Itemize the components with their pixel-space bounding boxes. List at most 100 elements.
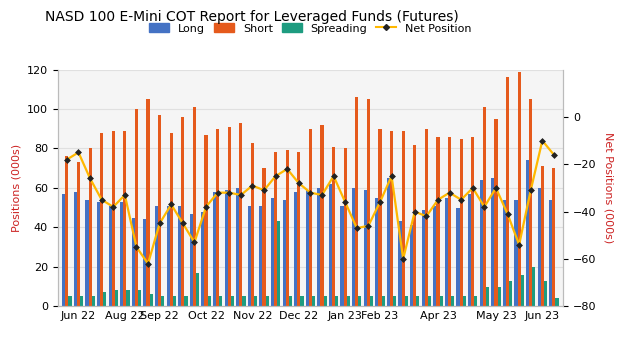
Bar [387, 178, 390, 306]
Bar [448, 137, 451, 306]
Bar [538, 188, 541, 306]
Bar [77, 162, 80, 306]
Net Position [515, 243, 523, 247]
Bar [282, 200, 285, 306]
Bar [515, 200, 518, 306]
Net Position [527, 188, 534, 192]
Bar [509, 280, 512, 306]
Bar [404, 296, 408, 306]
Net Position [86, 176, 94, 181]
Net Position [284, 167, 291, 171]
Bar [100, 133, 103, 306]
Bar [161, 296, 164, 306]
Bar [68, 296, 72, 306]
Bar [381, 296, 385, 306]
Bar [324, 296, 326, 306]
Bar [228, 127, 231, 306]
Bar [309, 129, 312, 306]
Text: NASD 100 E-Mini COT Report for Leveraged Funds (Futures): NASD 100 E-Mini COT Report for Leveraged… [45, 10, 458, 24]
Bar [97, 202, 100, 306]
Bar [518, 72, 521, 306]
Bar [552, 168, 556, 306]
Bar [289, 296, 292, 306]
Bar [248, 206, 251, 306]
Bar [285, 150, 289, 306]
Bar [460, 139, 463, 306]
Net Position [202, 205, 210, 209]
Bar [266, 296, 269, 306]
Net Position [144, 262, 152, 266]
Bar [259, 206, 262, 306]
Bar [521, 275, 524, 306]
Net Position [191, 240, 198, 244]
Net Position [98, 198, 106, 202]
Bar [213, 192, 216, 306]
Bar [417, 296, 419, 306]
Bar [445, 198, 448, 306]
Net Position [295, 181, 303, 185]
Bar [216, 129, 219, 306]
Bar [344, 149, 347, 306]
Bar [300, 296, 303, 306]
Bar [451, 296, 454, 306]
Bar [471, 137, 474, 306]
Bar [202, 212, 204, 306]
Y-axis label: Net Positions (000s): Net Positions (000s) [603, 132, 613, 244]
Bar [143, 220, 147, 306]
Bar [207, 296, 211, 306]
Net Position [399, 257, 407, 261]
Bar [486, 286, 489, 306]
Bar [468, 194, 471, 306]
Net Position [434, 198, 442, 202]
Bar [413, 144, 417, 306]
Bar [277, 221, 280, 306]
Y-axis label: Positions (000s): Positions (000s) [11, 144, 21, 232]
Net Position [538, 139, 546, 143]
Bar [178, 206, 181, 306]
Bar [297, 152, 300, 306]
Bar [312, 296, 315, 306]
Bar [306, 190, 309, 306]
Net Position [492, 186, 500, 190]
Bar [225, 190, 228, 306]
Bar [340, 206, 344, 306]
Bar [109, 206, 112, 306]
Bar [254, 296, 257, 306]
Bar [503, 200, 506, 306]
Net Position [353, 226, 360, 230]
Bar [492, 178, 494, 306]
Bar [433, 206, 436, 306]
Net Position [75, 150, 83, 155]
Bar [204, 135, 207, 306]
Bar [147, 99, 150, 306]
Bar [196, 273, 199, 306]
Bar [262, 168, 266, 306]
Bar [132, 218, 135, 306]
Bar [352, 188, 355, 306]
Bar [271, 198, 274, 306]
Bar [355, 97, 358, 306]
Net Position [260, 188, 268, 192]
Bar [243, 296, 246, 306]
Net Position [376, 200, 384, 204]
Net Position [63, 157, 70, 161]
Bar [219, 296, 222, 306]
Net Position [132, 245, 140, 249]
Bar [92, 296, 95, 306]
Net Position [156, 221, 163, 226]
Bar [375, 198, 378, 306]
Bar [138, 291, 141, 306]
Net Position [272, 174, 280, 178]
Bar [335, 296, 339, 306]
Bar [494, 119, 497, 306]
Bar [463, 296, 466, 306]
Bar [85, 200, 88, 306]
Net Position [445, 191, 453, 195]
Bar [399, 221, 402, 306]
Bar [529, 99, 532, 306]
Net Position [225, 191, 233, 195]
Bar [378, 129, 381, 306]
Bar [155, 206, 158, 306]
Bar [88, 149, 92, 306]
Bar [103, 292, 106, 306]
